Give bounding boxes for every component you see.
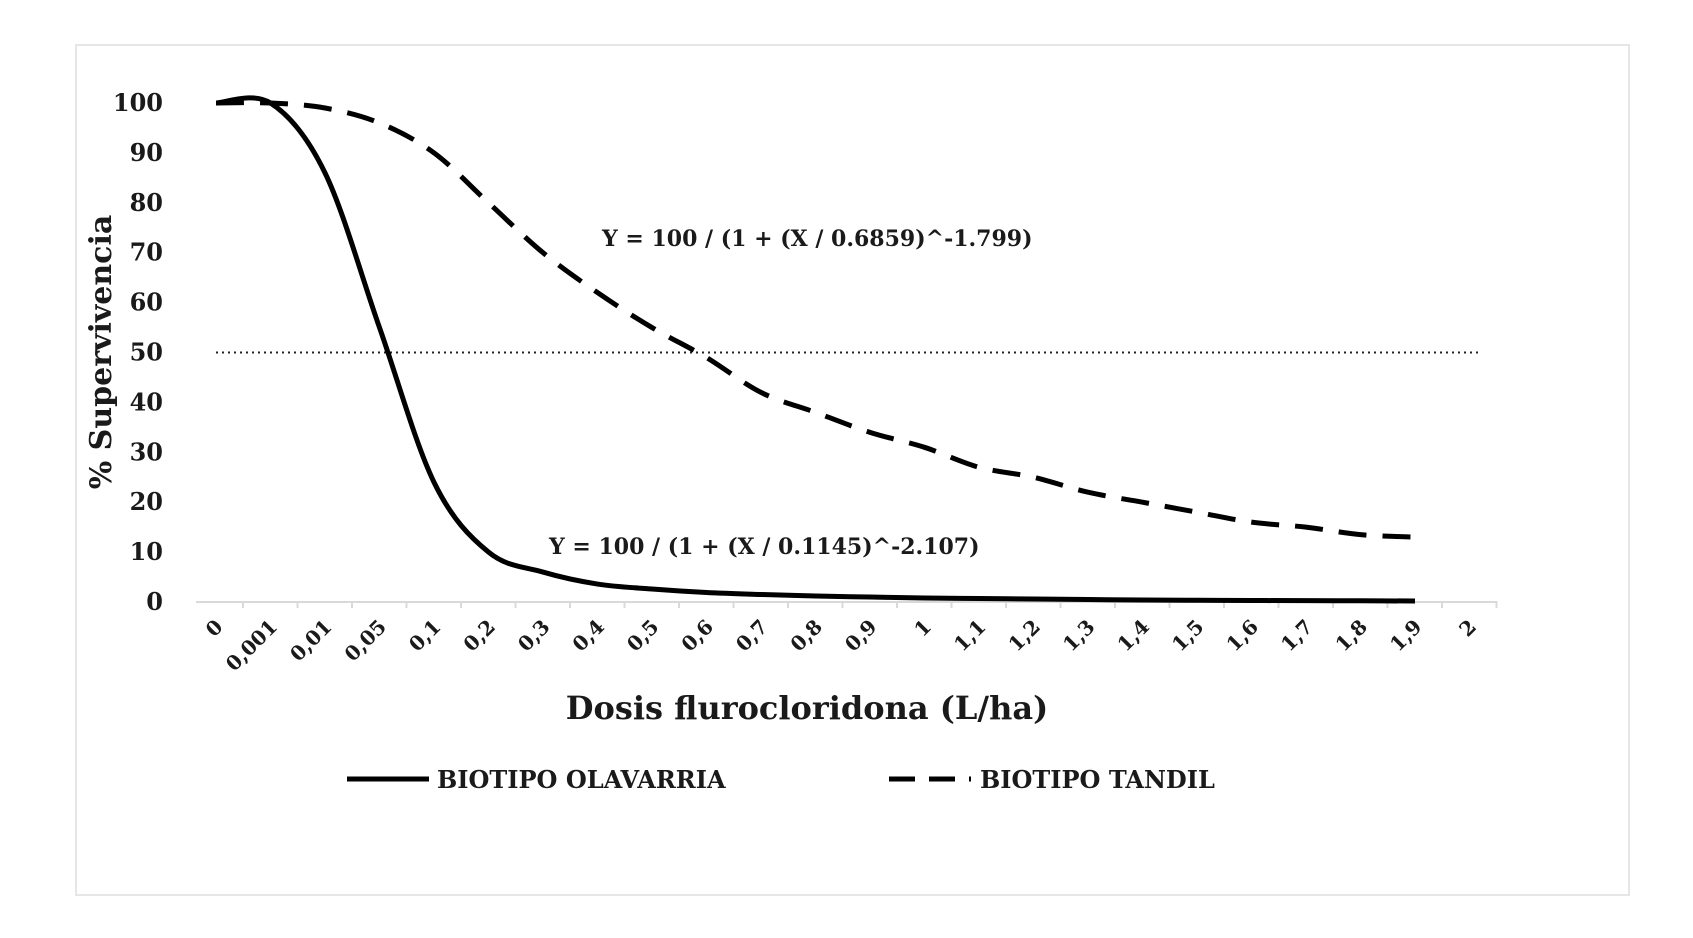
x-axis-title: Dosis flurocloridona (L/ha) (566, 689, 1048, 727)
y-tick-label: 80 (130, 188, 163, 217)
x-tick-label: 1,4 (1112, 615, 1154, 657)
legend: BIOTIPO OLAVARRIA BIOTIPO TANDIL (347, 765, 1215, 794)
x-tick-label: 1,2 (1003, 615, 1045, 657)
x-tick-label: 0,7 (731, 615, 773, 657)
x-tick-label: 0,5 (622, 615, 664, 657)
y-tick-label: 90 (130, 138, 163, 167)
x-tick-label: 0,6 (676, 615, 718, 657)
y-tick-label: 0 (146, 587, 163, 616)
y-tick-label: 100 (113, 88, 163, 117)
x-tick-label: 1,7 (1276, 615, 1318, 657)
y-tick-label: 50 (130, 338, 163, 367)
series-line-biotipo-tandil (215, 100, 1416, 540)
y-tick-label: 60 (130, 288, 163, 317)
y-axis-ticks: 0 10 20 30 40 50 60 70 80 90 100 (113, 88, 163, 616)
x-tick-label: 0,05 (340, 615, 391, 666)
equation-tandil: Y = 100 / (1 + (X / 0.6859)^-1.799) (601, 226, 1033, 252)
x-axis-ticks: 00,001 0,01 0,05 0,1 0,2 0,3 0,4 0,5 0,6 0,7 0,8 0,… (201, 615, 1481, 676)
x-tick-label: 0,01 (285, 615, 336, 666)
y-tick-label: 20 (130, 487, 163, 516)
y-tick-label: 70 (130, 238, 163, 267)
x-axis-tickmarks (242, 602, 1498, 608)
x-tick-label: 1,6 (1221, 615, 1263, 657)
x-tick-label: 0,4 (567, 615, 609, 657)
series-layer (215, 95, 1416, 604)
x-tick-label: 1,9 (1385, 615, 1427, 657)
x-tick-label: 0 (201, 615, 228, 642)
y-tick-label: 10 (130, 537, 163, 566)
x-tick-label: 0,2 (458, 615, 500, 657)
x-tick-label: 1,5 (1167, 615, 1209, 657)
series-line-biotipo-olavarria (215, 95, 1416, 604)
x-tick-label: 2 (1454, 615, 1481, 642)
x-tick-label: 0,8 (785, 615, 827, 657)
y-tick-label: 30 (130, 437, 163, 466)
equation-olavarria: Y = 100 / (1 + (X / 0.1145)^-2.107) (548, 534, 980, 560)
x-tick-label: 0,1 (404, 615, 446, 657)
x-tick-label: 1,3 (1058, 615, 1100, 657)
legend-label-olavarria: BIOTIPO OLAVARRIA (437, 765, 726, 794)
chart-frame: 0 10 20 30 40 50 60 70 80 90 100 0 0,001 0,01 0,05 0,1… (75, 44, 1630, 896)
legend-label-tandil: BIOTIPO TANDIL (980, 765, 1215, 794)
x-tick-label: 0,3 (513, 615, 555, 657)
x-tick-label: 0,9 (840, 615, 882, 657)
y-tick-label: 40 (130, 387, 163, 416)
x-tick-label: 1 (909, 615, 936, 642)
x-tick-label: 0,001 (221, 615, 282, 676)
y-axis-title: % Supervivencia (84, 215, 119, 490)
x-tick-label: 1,1 (949, 615, 991, 657)
x-tick-label: 1,8 (1330, 615, 1372, 657)
